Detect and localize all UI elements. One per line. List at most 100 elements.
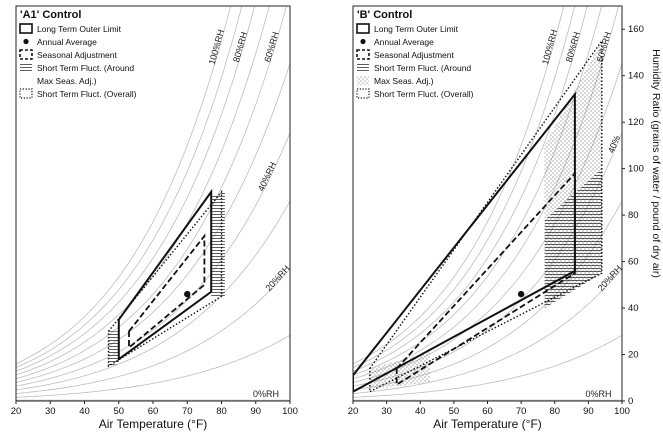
short-term-fluct-min-region xyxy=(369,352,431,390)
legend-label: Long Term Outer Limit xyxy=(374,24,459,34)
rh-curve-10 xyxy=(16,334,290,398)
legend-label: Long Term Outer Limit xyxy=(37,24,122,34)
legend-symbol-dotted-box xyxy=(19,88,33,99)
short-term-fluct-min-region xyxy=(108,331,119,367)
legend-symbol-dot xyxy=(23,38,29,45)
legend-symbol-hatch-h xyxy=(357,63,369,72)
short-term-fluct-overall-outline xyxy=(107,189,223,368)
legend-label: Short Term Fluct. (Around xyxy=(37,63,134,73)
legend-label: Annual Average xyxy=(37,37,97,47)
rh-curve-60 xyxy=(16,6,287,380)
y-tick-label: 0 xyxy=(628,396,633,407)
legend-box-dotfill xyxy=(357,76,369,85)
x-tick-label: 70 xyxy=(516,406,527,417)
y-tick-label: 160 xyxy=(628,24,644,35)
rh-curve-40 xyxy=(16,132,290,387)
control-regions-a xyxy=(107,188,225,368)
x-tick-label: 90 xyxy=(583,406,594,417)
rh-curve-20 xyxy=(16,268,290,394)
y-tick-label: 20 xyxy=(628,350,639,361)
rh-curve-90 xyxy=(353,6,576,368)
control-regions-b xyxy=(353,38,603,393)
legend-box-dotted xyxy=(356,88,370,99)
rh-curve-80 xyxy=(16,6,256,372)
x-tick-label: 20 xyxy=(11,406,22,417)
legend-box-solid xyxy=(19,23,33,34)
y-axis-b: 0 20 40 60 80 100 120 140 160 xyxy=(622,24,644,407)
seasonal-adjustment-outline xyxy=(128,233,206,350)
chart-title-a: 'A1' Control xyxy=(20,9,81,21)
chart-title-b: 'B' Control xyxy=(357,9,412,21)
rh-label: 60%RH xyxy=(262,31,280,64)
legend-box-dashed xyxy=(19,49,33,60)
rh-curves-a xyxy=(16,6,290,401)
legend-label: Short Term Fluct. (Overall) xyxy=(374,89,474,99)
annual-average-point xyxy=(184,290,191,298)
y-axis-label-b: Humidity Ratio (grains of water / pound … xyxy=(650,49,662,278)
legend-symbol-dash-box xyxy=(356,49,370,60)
rh-label: 60%RH xyxy=(595,31,613,64)
rh-curve-50 xyxy=(16,63,290,383)
long-term-outer-limit-outline xyxy=(353,91,576,393)
legend-label: Seasonal Adjustment xyxy=(374,50,454,60)
rh-curve-80 xyxy=(353,6,588,372)
legend-b: Long Term Outer Limit Annual Average Seaso… xyxy=(356,23,474,99)
legend-symbol-dash-box xyxy=(19,49,33,60)
x-tick-label: 20 xyxy=(348,406,359,417)
y-tick-label: 40 xyxy=(628,303,639,314)
legend-label: Seasonal Adjustment xyxy=(37,50,117,60)
y-tick-label: 120 xyxy=(628,117,644,128)
legend-label: Annual Average xyxy=(374,37,434,47)
rh-curve-20 xyxy=(353,268,622,394)
rh-label: 100%RH xyxy=(207,28,226,65)
legend-label: Short Term Fluct. (Around xyxy=(374,63,471,73)
rh-label: 100%RH xyxy=(540,28,559,65)
legend-symbol-hatch-d xyxy=(357,76,369,85)
rh-curve-30 xyxy=(16,201,290,391)
y-tick-label: 140 xyxy=(628,71,644,82)
legend-label: Short Term Fluct. (Overall) xyxy=(37,89,137,99)
legend-a: Long Term Outer Limit Annual Average Seaso… xyxy=(19,23,137,99)
x-tick-label: 70 xyxy=(182,406,193,417)
legend-symbol-dot xyxy=(360,38,366,45)
legend-box-dashed xyxy=(356,49,370,60)
y-tick-label: 80 xyxy=(628,210,639,221)
x-axis-label-b: Air Temperature (°F) xyxy=(433,417,542,431)
legend-label: Max Seas. Adj.) xyxy=(374,76,434,86)
x-tick-label: 80 xyxy=(549,406,560,417)
x-tick-label: 50 xyxy=(449,406,460,417)
x-tick-label: 40 xyxy=(79,406,90,417)
rh-label: 0%RH xyxy=(585,389,611,399)
legend-symbol-hatch-h xyxy=(20,63,32,72)
legend-box-solid xyxy=(356,23,370,34)
long-term-outer-limit-outline xyxy=(117,188,213,362)
rh-curve-100 xyxy=(16,6,232,365)
legend-symbol-solid-box xyxy=(19,23,33,34)
x-axis-label-a: Air Temperature (°F) xyxy=(99,417,208,431)
legend-dot xyxy=(360,38,366,45)
legend-box-dotted xyxy=(19,88,33,99)
short-term-fluct-overall-outline xyxy=(369,38,603,393)
rh-label: 40%RH xyxy=(256,160,278,192)
x-tick-label: 90 xyxy=(250,406,261,417)
legend-box-hatched xyxy=(20,63,32,72)
x-tick-label: 40 xyxy=(415,406,426,417)
x-axis-a: 20 30 40 50 60 70 80 90 100 xyxy=(11,401,298,417)
legend-symbol-dotted-box xyxy=(356,88,370,99)
legend-box-hatched xyxy=(357,63,369,72)
x-axis-b: 20 30 40 50 60 70 80 90 100 xyxy=(348,401,630,417)
legend-dot xyxy=(23,38,29,45)
y-tick-label: 60 xyxy=(628,257,639,268)
annual-average-point xyxy=(517,290,525,298)
x-tick-label: 30 xyxy=(381,406,392,417)
x-tick-label: 50 xyxy=(113,406,124,417)
x-tick-label: 60 xyxy=(482,406,493,417)
x-tick-label: 60 xyxy=(148,406,159,417)
rh-curve-10 xyxy=(353,334,622,398)
y-tick-label: 100 xyxy=(628,164,644,175)
x-tick-label: 100 xyxy=(614,406,630,417)
